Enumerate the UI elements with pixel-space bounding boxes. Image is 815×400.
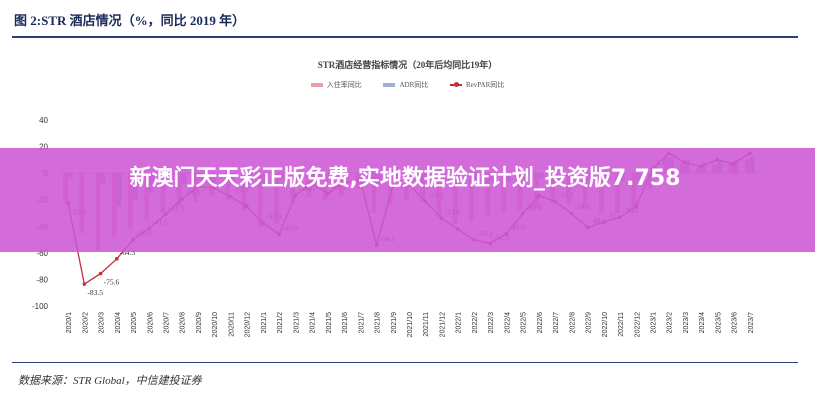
y-tick-label: 20 [39,143,48,152]
x-tick-label: 2020/7 [164,312,171,334]
legend-revpar-swatch [450,82,462,88]
revpar-data-label: -75.6 [104,278,120,287]
y-tick-label: -100 [32,302,49,311]
figure-title: 图 2:STR 酒店情况（%，同比 2019 年） [14,13,246,28]
x-tick-label: 2022/5 [521,312,528,334]
x-tick-label: 2020/3 [99,312,106,334]
x-tick-label: 2021/1 [261,312,268,334]
x-tick-label: 2020/5 [131,312,138,334]
x-tick-label: 2021/8 [375,312,382,334]
x-tick-label: 2023/2 [667,312,674,334]
legend-revpar: RevPAR同比 [450,81,504,89]
overlay-banner: 新澳门天天彩正版免费,实地数据验证计划_投资版7.758 [0,148,815,252]
x-tick-label: 2022/11 [618,312,625,337]
x-tick-label: 2022/9 [586,312,593,334]
revpar-point [98,271,103,276]
x-tick-label: 2020/1 [66,312,73,334]
x-tick-label: 2023/1 [650,312,657,334]
y-tick-label: 40 [39,116,48,125]
y-tick-label: -80 [36,275,48,284]
x-tick-label: 2020/9 [196,312,203,334]
x-tick-label: 2022/3 [488,312,495,334]
x-tick-label: 2021/9 [391,312,398,334]
y-tick-label: -60 [36,249,48,258]
x-tick-label: 2022/1 [456,312,463,334]
legend-adr-label: ADR同比 [399,81,429,89]
x-tick-label: 2023/4 [699,312,706,334]
legend-occupancy-swatch [310,83,323,88]
legend-adr-swatch [383,83,396,88]
x-tick-label: 2022/10 [602,312,609,337]
legend-revpar-label: RevPAR同比 [466,81,505,89]
x-tick-label: 2020/8 [180,312,187,334]
x-tick-label: 2021/2 [277,312,284,334]
x-tick-label: 2020/6 [147,312,154,334]
x-tick-label: 2021/11 [423,312,430,337]
legend-adr: ADR同比 [383,81,430,89]
revpar-data-label: -83.5 [87,288,103,297]
chart-title: STR酒店经营指标情况（20年后均同比19年） [317,60,498,70]
x-tick-label: 2021/10 [407,312,414,337]
overlay-banner-text: 新澳门天天彩正版免费,实地数据验证计划_投资版7.758 [129,166,681,191]
x-tick-label: 2020/12 [245,312,252,337]
x-tick-label: 2020/4 [115,312,122,334]
legend-occupancy-label: 入住率同比 [326,81,362,89]
x-tick-label: 2023/7 [748,312,755,334]
revpar-point [82,282,87,286]
x-tick-label: 2021/4 [310,312,317,334]
x-tick-label: 2020/10 [212,312,219,337]
legend-occupancy: 入住率同比 [310,81,364,89]
x-tick-label: 2022/6 [537,312,544,334]
x-tick-label: 2022/2 [472,312,479,334]
x-tick-label: 2021/6 [342,312,349,334]
x-tick-label: 2020/11 [228,312,235,337]
x-tick-label: 2020/2 [82,312,89,334]
revpar-point [115,257,119,261]
x-tick-label: 2021/5 [326,312,333,334]
x-tick-label: 2022/7 [553,312,560,334]
x-tick-label: 2021/3 [293,312,300,334]
x-tick-label: 2021/7 [358,312,365,334]
x-tick-label: 2022/12 [634,312,641,337]
x-tick-label: 2021/12 [439,312,446,337]
revpar-data-label: -64.5 [120,248,136,257]
x-tick-label: 2023/5 [715,312,722,334]
top-rule [12,36,798,38]
bottom-rule [12,362,798,363]
x-tick-label: 2022/4 [504,312,511,334]
x-tick-label: 2022/8 [569,312,576,334]
x-tick-label: 2023/3 [683,312,690,334]
x-tick-label: 2023/6 [732,312,739,334]
source-note: 数据来源：STR Global，中信建投证券 [18,375,202,387]
chart-legend: 入住率同比 ADR同比 RevPAR同比 [0,80,815,90]
